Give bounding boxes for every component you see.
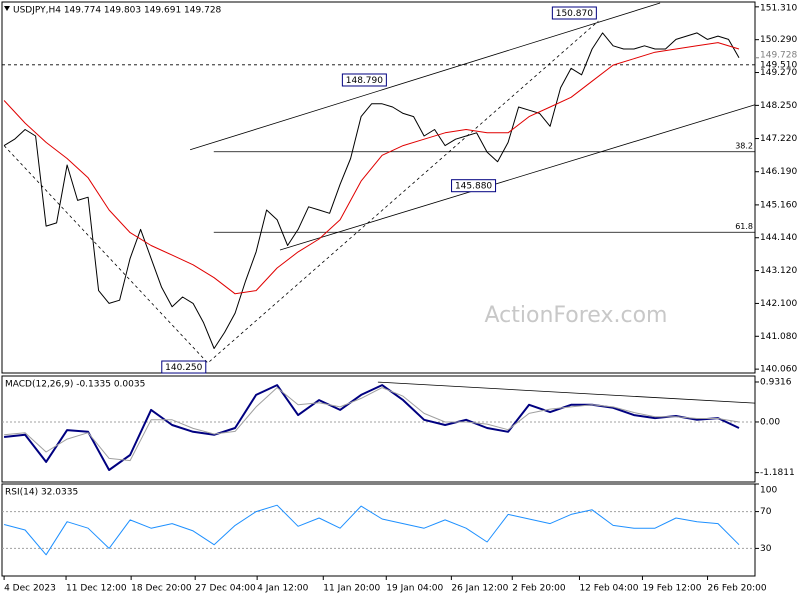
y-tick-label: -1.1811 xyxy=(760,468,795,478)
x-tick-label: 2 Feb 20:00 xyxy=(512,584,566,594)
panel-title: RSI(14) 32.0335 xyxy=(5,488,78,498)
panel-frame xyxy=(1,483,756,577)
panel-frame xyxy=(1,375,756,483)
y-tick-label: 0.00 xyxy=(760,417,780,427)
series-line xyxy=(4,387,740,462)
price-annotation: 150.870 xyxy=(556,9,593,19)
panel-title: USDJPY,H4 149.774 149.803 149.691 149.72… xyxy=(13,6,222,16)
trendline xyxy=(279,104,756,251)
y-tick-label: 150.290 xyxy=(760,35,797,45)
x-tick-label: 26 Feb 20:00 xyxy=(708,584,767,594)
x-tick-label: 26 Jan 12:00 xyxy=(451,584,508,594)
y-tick-label: 143.120 xyxy=(760,266,797,276)
price-annotation-box xyxy=(341,73,387,87)
x-tick-label: 19 Feb 12:00 xyxy=(642,584,701,594)
x-tick-label: 27 Dec 04:00 xyxy=(195,584,256,594)
x-tick-label: 11 Dec 12:00 xyxy=(66,584,127,594)
panel-title: MACD(12,26,9) -0.1335 0.0035 xyxy=(5,380,145,390)
price-annotation-box xyxy=(451,179,497,193)
x-tick-label: 12 Feb 04:00 xyxy=(579,584,638,594)
symbol-icon xyxy=(4,6,10,11)
y-tick-label: 146.190 xyxy=(760,167,797,177)
y-tick-label: 151.310 xyxy=(760,4,797,14)
price-annotation: 145.880 xyxy=(455,182,492,192)
x-tick-label: 19 Jan 04:00 xyxy=(386,584,443,594)
trendline xyxy=(189,2,661,151)
series-line xyxy=(3,42,740,295)
y-tick-label: 148.250 xyxy=(760,101,797,111)
y-tick-label: 30 xyxy=(760,544,772,554)
y-tick-label: 145.160 xyxy=(760,200,797,210)
x-tick-label: 18 Dec 20:00 xyxy=(131,584,192,594)
panel-frame xyxy=(1,1,756,374)
y-tick-label: 0.9316 xyxy=(760,378,792,388)
price-annotation-box xyxy=(551,6,597,20)
series-line xyxy=(3,384,740,471)
fib-label: 61.8 xyxy=(735,222,753,231)
x-tick-label: 11 Jan 20:00 xyxy=(323,584,380,594)
price-line-label: 149.510 xyxy=(760,60,797,70)
series-line xyxy=(3,32,740,349)
price-annotation: 140.250 xyxy=(165,363,202,373)
fib-label: 38.2 xyxy=(735,141,753,150)
y-tick-label: 141.080 xyxy=(760,332,797,342)
y-tick-label: 140.060 xyxy=(760,365,797,375)
price-annotation: 148.790 xyxy=(346,76,383,86)
last-price-label: 149.728 xyxy=(760,50,797,60)
y-tick-label: 149.270 xyxy=(760,68,797,78)
y-tick-label: 147.220 xyxy=(760,134,797,144)
watermark: ActionForex.com xyxy=(485,303,668,328)
series-line xyxy=(3,504,740,556)
y-tick-label: 144.140 xyxy=(760,233,797,243)
trendline xyxy=(377,381,756,404)
x-tick-label: 4 Jan 12:00 xyxy=(257,584,309,594)
y-tick-label: 142.100 xyxy=(760,299,797,309)
price-annotation-box xyxy=(161,360,207,374)
y-tick-label: 100 xyxy=(760,486,777,496)
y-tick-label: 70 xyxy=(760,507,772,517)
x-tick-label: 4 Dec 2023 xyxy=(4,584,56,594)
